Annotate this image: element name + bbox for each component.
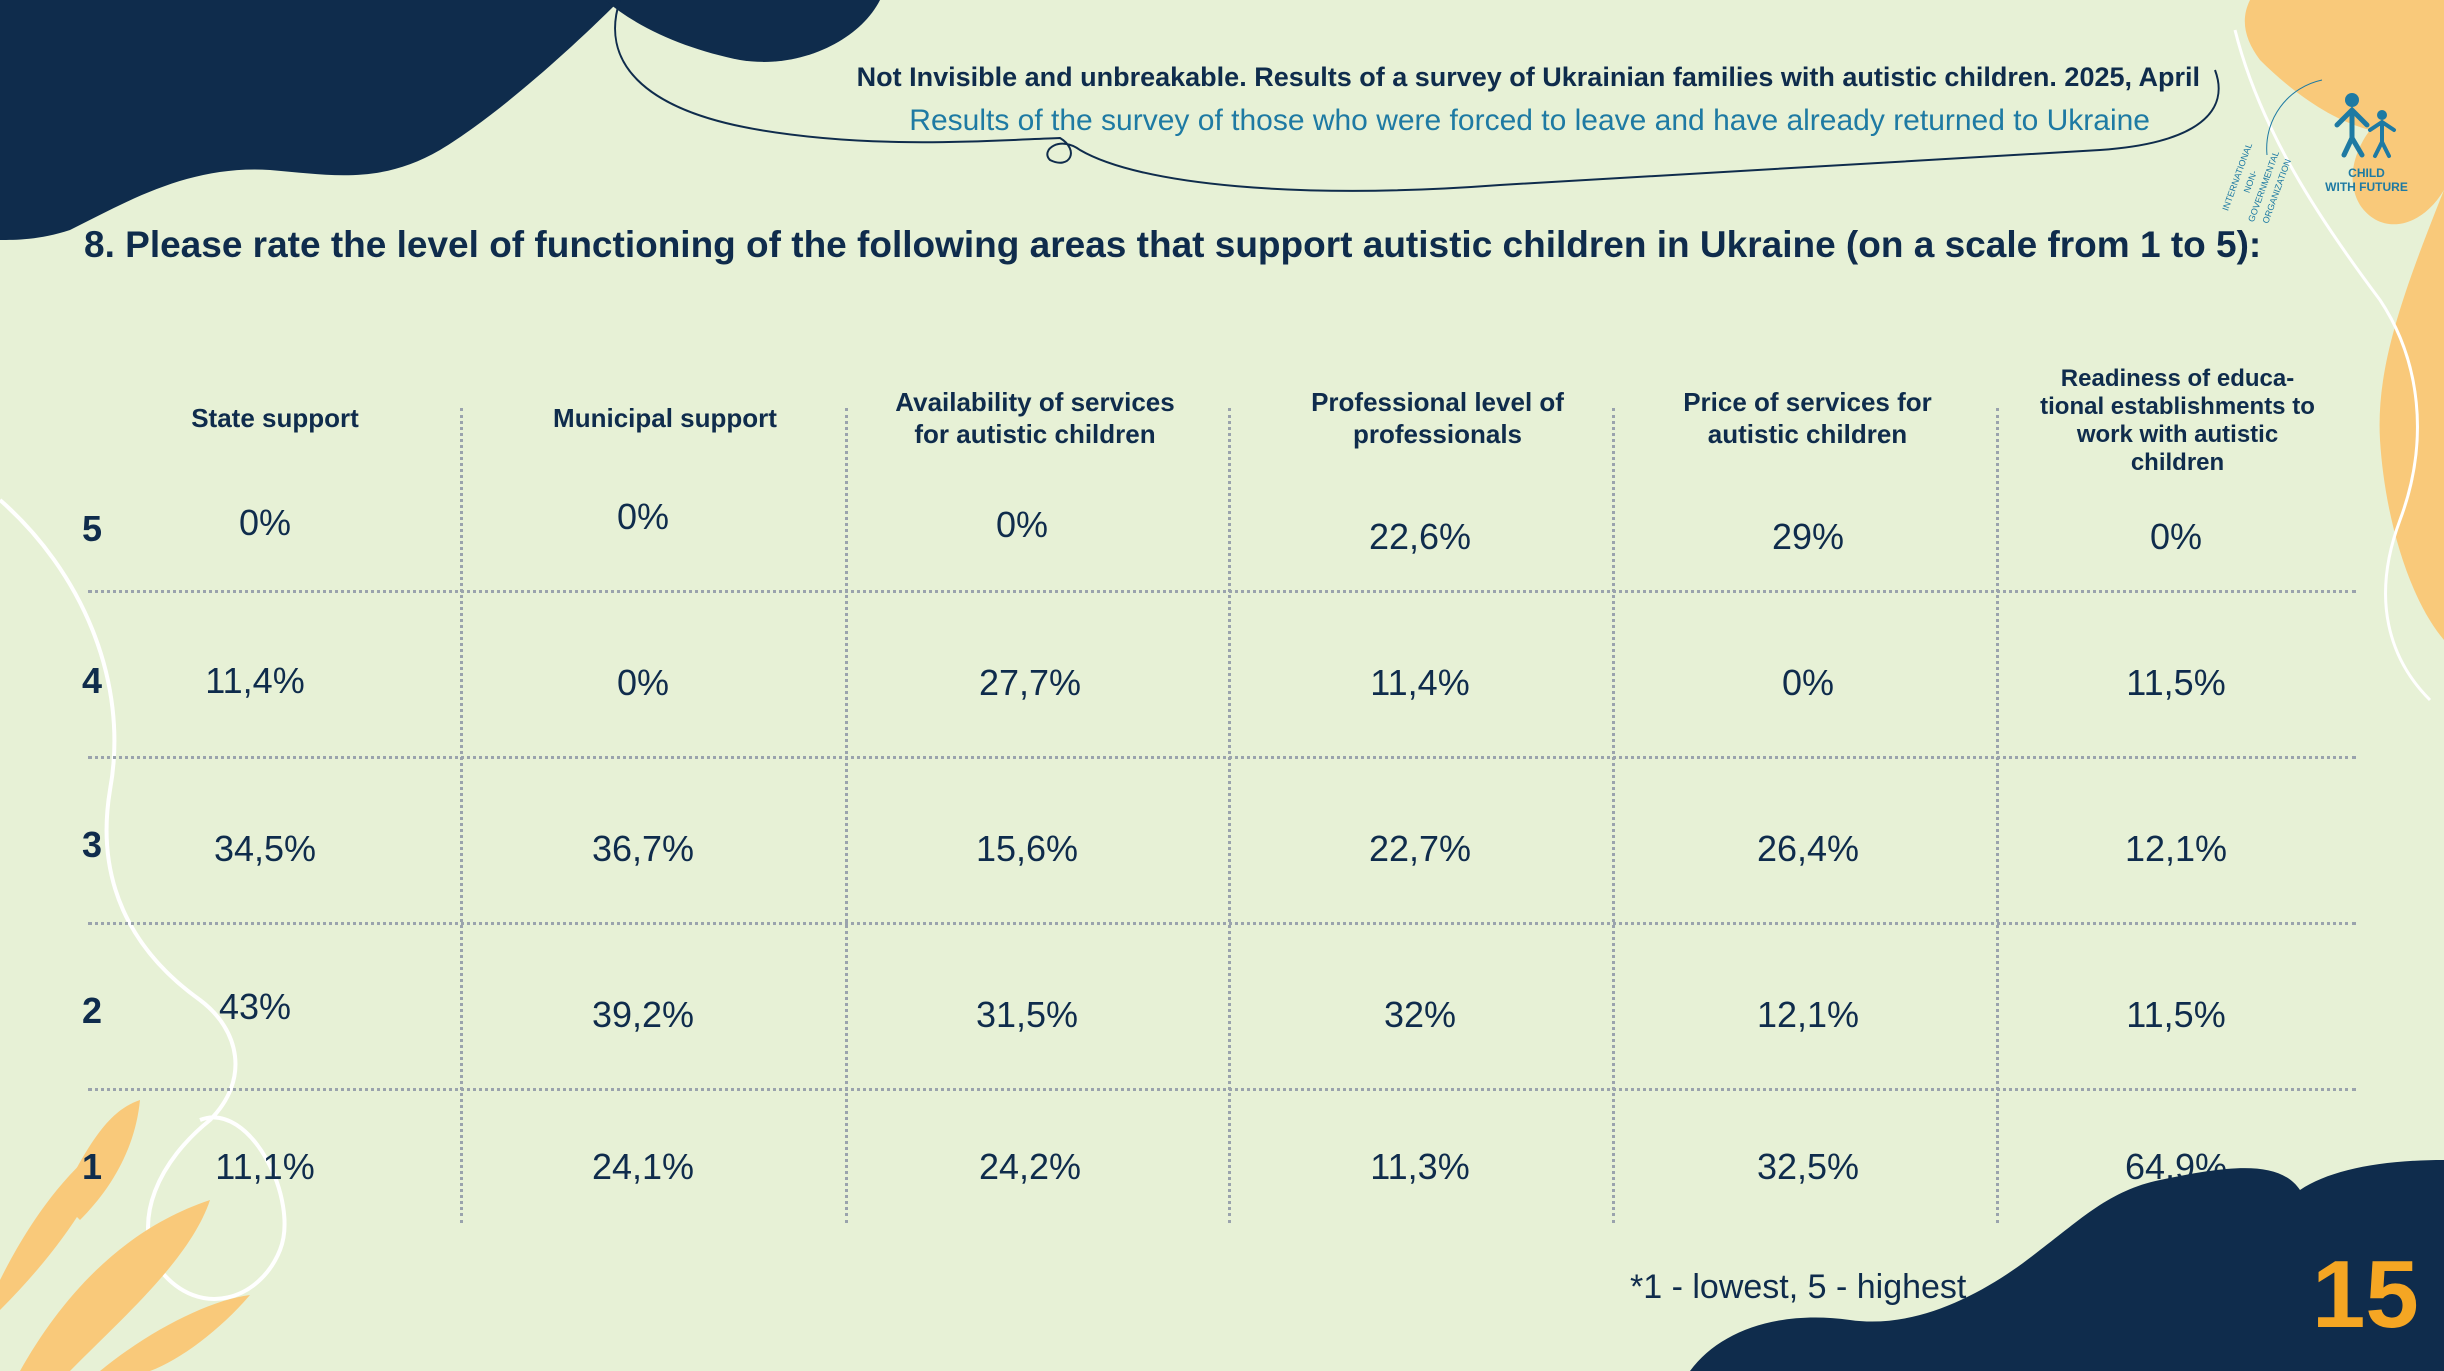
table-cell: 11,4% bbox=[1370, 662, 1470, 703]
column-header-availability-of-services: Availability of services for autistic ch… bbox=[895, 387, 1175, 449]
question-text: 8. Please rate the level of functioning … bbox=[84, 224, 2262, 265]
table-cell: 12,1% bbox=[2124, 828, 2228, 869]
peach-leaf-right bbox=[2379, 190, 2444, 640]
column-header-readiness-of-education: Readiness of educa-tional establishments… bbox=[2040, 365, 2315, 476]
table-column-divider bbox=[460, 408, 463, 1223]
table-cell: 12,1% bbox=[1756, 994, 1860, 1035]
row-label-5: 5 bbox=[82, 508, 103, 549]
table-cell: 11,1% bbox=[215, 1146, 315, 1187]
table-cell: 32,5% bbox=[1756, 1146, 1860, 1187]
thin-curve-top bbox=[614, 0, 2220, 192]
table-cell: 32% bbox=[1383, 994, 1457, 1035]
row-label-3: 3 bbox=[82, 824, 103, 865]
table-cell: 36,7% bbox=[591, 828, 695, 869]
peach-leaf-bottom-left-2 bbox=[20, 1200, 210, 1371]
table-cell: 24,1% bbox=[591, 1146, 695, 1187]
table-row-divider bbox=[88, 1088, 2356, 1091]
table-cell: 22,7% bbox=[1368, 828, 1472, 869]
row-label-4: 4 bbox=[82, 660, 103, 701]
header-title: Not Invisible and unbreakable. Results o… bbox=[856, 62, 2200, 92]
table-column-divider bbox=[845, 408, 848, 1223]
table-cell: 26,4% bbox=[1756, 828, 1860, 869]
column-header-municipal-support: Municipal support bbox=[553, 403, 777, 433]
table-cell: 0% bbox=[616, 662, 670, 703]
row-label-1: 1 bbox=[82, 1146, 103, 1187]
table-cell: 0% bbox=[1781, 662, 1835, 703]
table-cell: 11,3% bbox=[1370, 1146, 1470, 1187]
table-cell: 24,2% bbox=[978, 1146, 1082, 1187]
table-cell: 27,7% bbox=[978, 662, 1082, 703]
column-header-state-support: State support bbox=[191, 403, 359, 433]
logo-children-icon bbox=[2266, 79, 2396, 158]
table-column-divider bbox=[1612, 408, 1615, 1223]
table-cell: 0% bbox=[616, 496, 670, 537]
peach-leaf-bottom-left-3 bbox=[100, 1295, 250, 1371]
table-row-divider bbox=[88, 590, 2356, 593]
table-cell: 11,5% bbox=[2126, 994, 2226, 1035]
table-cell: 0% bbox=[995, 504, 1049, 545]
table-cell: 11,5% bbox=[2126, 662, 2226, 703]
table-cell: 43% bbox=[218, 986, 292, 1027]
table-cell: 11,4% bbox=[205, 660, 305, 701]
table-cell: 22,6% bbox=[1368, 516, 1472, 557]
row-label-2: 2 bbox=[82, 990, 103, 1031]
table-cell: 15,6% bbox=[975, 828, 1079, 869]
table-cell: 64,9% bbox=[2124, 1146, 2228, 1187]
scale-footnote: *1 - lowest, 5 - highest bbox=[1630, 1268, 1967, 1306]
table-row-divider bbox=[88, 922, 2356, 925]
table-cell: 39,2% bbox=[591, 994, 695, 1035]
column-header-price-of-services: Price of services for autistic children bbox=[1683, 387, 1932, 449]
logo-line2: WITH FUTURE bbox=[2325, 180, 2408, 194]
logo-line1: CHILD bbox=[2348, 166, 2385, 180]
navy-blob-top-left bbox=[0, 0, 620, 240]
column-header-professional-level: Professional level of professionals bbox=[1311, 387, 1564, 449]
header-subtitle: Results of the survey of those who were … bbox=[909, 104, 2150, 137]
organization-logo: INTERNATIONAL NON-GOVERNMENTAL ORGANIZAT… bbox=[2220, 70, 2417, 225]
page-number: 15 bbox=[2312, 1241, 2419, 1348]
table-cell: 34,5% bbox=[213, 828, 317, 869]
table-column-divider bbox=[1996, 408, 1999, 1223]
table-row-divider bbox=[88, 756, 2356, 759]
navy-blob-top-center bbox=[605, 0, 880, 62]
table-cell: 29% bbox=[1771, 516, 1845, 557]
table-cell: 31,5% bbox=[975, 994, 1079, 1035]
table-cell: 0% bbox=[2149, 516, 2203, 557]
table-column-divider bbox=[1228, 408, 1231, 1223]
table-cell: 0% bbox=[238, 502, 292, 543]
